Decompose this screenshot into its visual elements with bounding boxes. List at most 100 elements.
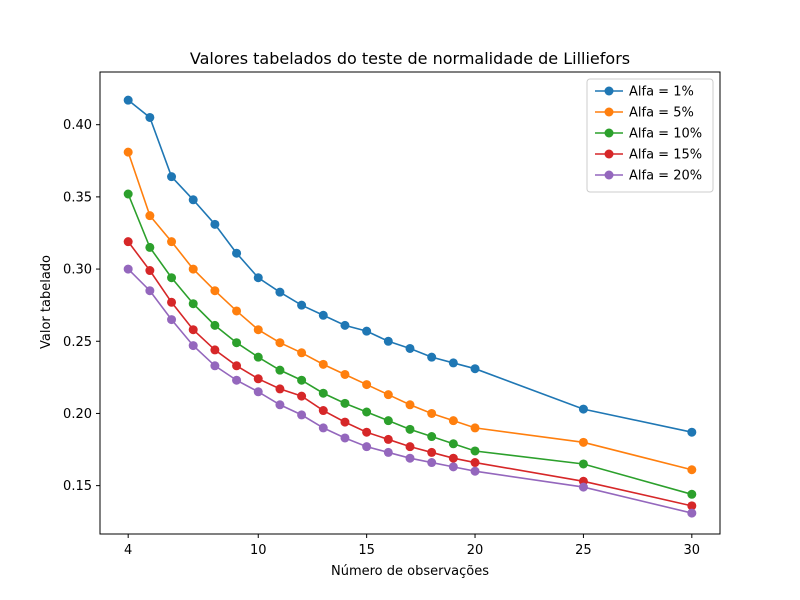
x-tick-label: 4 (124, 543, 132, 558)
data-point (448, 358, 458, 368)
data-point (405, 343, 415, 353)
data-point (297, 300, 307, 310)
x-axis: 4 10 15 20 25 30 (124, 534, 700, 558)
y-tick-label: 0.25 (63, 335, 92, 350)
data-point (687, 489, 697, 499)
y-tick-label: 0.15 (63, 479, 92, 494)
x-tick-label: 25 (575, 543, 592, 558)
y-axis-label: Valor tabelado (39, 255, 54, 349)
data-point (340, 417, 350, 427)
y-tick-label: 0.30 (63, 263, 92, 278)
data-point (188, 341, 198, 351)
legend-label: Alfa = 20% (629, 169, 702, 184)
data-point (275, 384, 285, 394)
legend-item: Alfa = 15% (595, 148, 702, 163)
data-point (145, 266, 155, 276)
legend-item: Alfa = 20% (595, 169, 702, 184)
legend-item: Alfa = 1% (595, 85, 694, 100)
data-point (427, 458, 437, 468)
data-point (448, 416, 458, 426)
data-point (427, 432, 437, 442)
data-point (275, 338, 285, 348)
y-tick-label: 0.40 (63, 118, 92, 133)
legend-marker (604, 128, 614, 138)
data-point (405, 442, 415, 452)
data-point (340, 369, 350, 379)
data-point (578, 437, 588, 447)
data-point (232, 375, 242, 385)
data-point (318, 406, 328, 416)
data-point (123, 237, 133, 247)
data-point (188, 195, 198, 205)
legend-label: Alfa = 5% (629, 106, 694, 121)
data-point (297, 375, 307, 385)
data-point (470, 458, 480, 468)
data-point (383, 416, 393, 426)
data-point (210, 345, 220, 355)
data-point (297, 391, 307, 401)
legend: Alfa = 1% Alfa = 5% Alfa = 10% Alfa = 15% Al… (586, 78, 714, 193)
data-point (362, 442, 372, 452)
data-point (383, 434, 393, 444)
series-1 (123, 95, 697, 437)
data-point (232, 248, 242, 258)
data-point (687, 427, 697, 437)
data-point (470, 423, 480, 433)
data-point (427, 352, 437, 362)
data-point (253, 374, 263, 384)
legend-marker (604, 149, 614, 159)
data-point (232, 306, 242, 316)
data-point (687, 465, 697, 475)
legend-box (586, 78, 714, 193)
data-point (145, 242, 155, 252)
data-point (318, 310, 328, 320)
data-point (340, 433, 350, 443)
legend-marker (604, 107, 614, 117)
data-point (318, 359, 328, 369)
data-point (210, 320, 220, 330)
data-point (687, 501, 697, 511)
data-point (362, 380, 372, 390)
legend-marker (604, 86, 614, 96)
series-line (127, 151, 693, 471)
series-layer (123, 95, 697, 518)
data-point (232, 338, 242, 348)
data-point (253, 273, 263, 283)
data-point (167, 172, 177, 182)
data-point (383, 336, 393, 346)
data-point (167, 237, 177, 247)
data-point (297, 410, 307, 420)
data-point (362, 427, 372, 437)
legend-label: Alfa = 1% (629, 85, 694, 100)
y-tick-label: 0.20 (63, 407, 92, 422)
data-point (188, 325, 198, 335)
data-point (687, 508, 697, 518)
series-4 (123, 237, 697, 511)
data-point (318, 423, 328, 433)
data-point (232, 361, 242, 371)
legend-item: Alfa = 10% (595, 127, 702, 142)
y-tick-label: 0.35 (63, 190, 92, 205)
x-tick-label: 15 (358, 543, 375, 558)
legend-marker (604, 170, 614, 180)
data-point (383, 390, 393, 400)
data-point (188, 299, 198, 309)
legend-label: Alfa = 15% (629, 148, 702, 163)
legend-label: Alfa = 10% (629, 127, 702, 142)
data-point (470, 364, 480, 374)
data-point (145, 286, 155, 296)
x-tick-label: 20 (467, 543, 484, 558)
data-point (123, 95, 133, 105)
x-axis-label: Número de observações (331, 564, 489, 579)
chart-title: Valores tabelados do teste de normalidad… (190, 49, 630, 68)
data-point (253, 387, 263, 397)
data-point (578, 482, 588, 492)
x-tick-label: 10 (250, 543, 267, 558)
series-2 (123, 147, 697, 475)
data-point (470, 466, 480, 476)
data-point (448, 453, 458, 463)
data-point (210, 361, 220, 371)
data-point (275, 400, 285, 410)
data-point (167, 315, 177, 325)
data-point (448, 439, 458, 449)
